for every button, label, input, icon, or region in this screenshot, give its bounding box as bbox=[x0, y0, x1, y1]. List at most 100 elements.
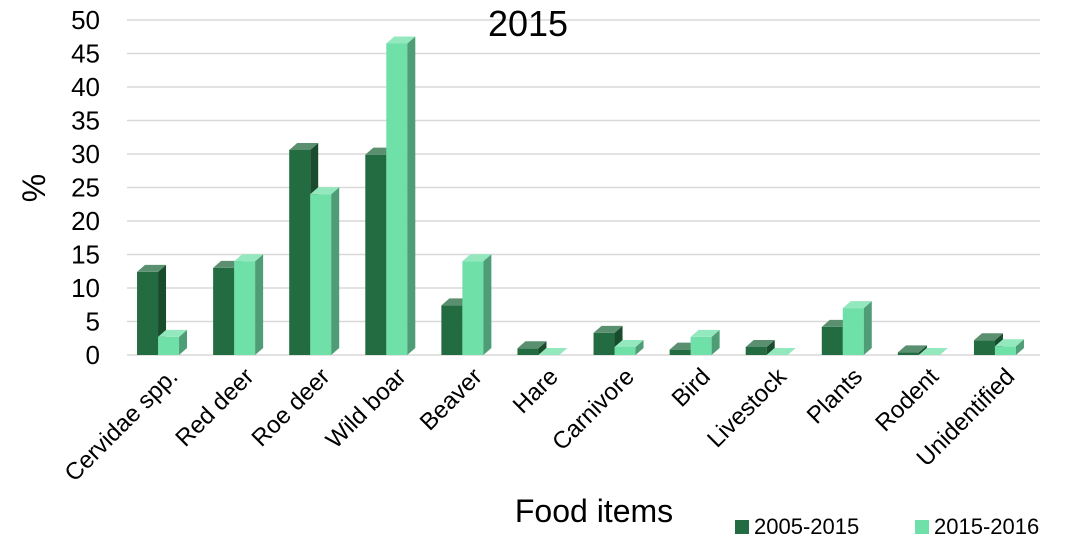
bar bbox=[386, 36, 416, 355]
x-tick-label: Cervidae spp. bbox=[59, 363, 183, 487]
bar-front bbox=[821, 326, 843, 355]
x-tick-label: Roe deer bbox=[247, 363, 336, 452]
y-tick-label: 10 bbox=[71, 273, 100, 303]
bar-front bbox=[213, 267, 235, 355]
bar-front bbox=[137, 271, 159, 355]
bar-front bbox=[158, 336, 180, 355]
bar-top bbox=[842, 301, 872, 309]
bar bbox=[137, 264, 167, 355]
x-tick-label: Plants bbox=[802, 363, 868, 429]
bar bbox=[234, 254, 264, 355]
bar-side bbox=[863, 301, 872, 355]
bar bbox=[766, 348, 796, 355]
bar-front bbox=[441, 305, 463, 355]
bar-front bbox=[745, 346, 767, 355]
bar-side bbox=[483, 254, 492, 355]
bar-front bbox=[365, 154, 387, 355]
bar bbox=[614, 339, 644, 355]
bar-top bbox=[614, 339, 644, 347]
legend-label: 2015-2016 bbox=[934, 514, 1039, 539]
bar-side bbox=[331, 187, 340, 355]
bar bbox=[842, 301, 872, 355]
bar bbox=[690, 329, 720, 355]
bar bbox=[517, 341, 547, 355]
y-tick-label: 35 bbox=[71, 106, 100, 136]
bar-side bbox=[766, 339, 775, 355]
y-tick-label: 5 bbox=[86, 307, 100, 337]
bar-front bbox=[897, 352, 919, 355]
bar bbox=[918, 348, 948, 355]
bar-top bbox=[593, 325, 623, 333]
bar-top bbox=[462, 254, 492, 262]
x-tick-label: Livestock bbox=[702, 362, 793, 453]
bar-top bbox=[766, 348, 796, 355]
bar-front bbox=[386, 43, 408, 355]
bar-front bbox=[234, 261, 256, 355]
bar-front bbox=[593, 332, 615, 355]
x-tick-label: Hare bbox=[508, 363, 564, 419]
bar-side bbox=[255, 254, 264, 355]
bar bbox=[994, 339, 1024, 355]
y-tick-label: 0 bbox=[86, 340, 100, 370]
bar-side bbox=[1015, 339, 1024, 355]
bar-top bbox=[897, 345, 927, 353]
legend-label: 2005-2015 bbox=[754, 514, 859, 539]
x-tick-label: Carnivore bbox=[547, 363, 640, 456]
y-tick-label: 15 bbox=[71, 240, 100, 270]
y-axis-label: % bbox=[16, 174, 52, 202]
bar-front bbox=[517, 348, 539, 355]
bar-side bbox=[538, 341, 547, 355]
bar bbox=[158, 329, 188, 355]
x-axis-label: Food items bbox=[515, 493, 673, 529]
bar-front bbox=[690, 336, 712, 355]
x-tick-label: Bird bbox=[667, 363, 716, 412]
bar-side bbox=[635, 339, 644, 355]
y-tick-label: 50 bbox=[71, 5, 100, 35]
bar-front bbox=[994, 346, 1016, 355]
x-tick-label: Wild boar bbox=[321, 363, 412, 454]
bar-top bbox=[538, 348, 568, 355]
bar-top bbox=[690, 329, 720, 337]
bar-front bbox=[310, 194, 332, 355]
bar-side bbox=[918, 345, 927, 355]
legend-swatch bbox=[735, 520, 749, 534]
bar-top bbox=[386, 36, 416, 44]
bar bbox=[538, 348, 568, 355]
bar-top bbox=[517, 341, 547, 349]
bar-top bbox=[137, 264, 167, 272]
bar bbox=[745, 339, 775, 355]
bar-side bbox=[407, 36, 416, 355]
bar-top bbox=[994, 339, 1024, 347]
bar bbox=[897, 345, 927, 355]
bar-front bbox=[973, 340, 995, 355]
legend-swatch bbox=[915, 520, 929, 534]
legend: 2005-2015 2015-2016 bbox=[735, 514, 1039, 539]
bar-side bbox=[179, 329, 188, 355]
bar-top bbox=[158, 329, 188, 337]
bar-top bbox=[918, 348, 948, 355]
bar-top bbox=[289, 142, 319, 150]
x-tick-label: Red deer bbox=[170, 363, 259, 452]
x-tick-label: Beaver bbox=[415, 363, 488, 436]
bar-front bbox=[614, 346, 636, 355]
y-tick-label: 40 bbox=[71, 72, 100, 102]
bar-side bbox=[711, 329, 720, 355]
bar-front bbox=[289, 149, 311, 355]
x-tick-label: Rodent bbox=[870, 363, 944, 437]
y-tick-label: 20 bbox=[71, 206, 100, 236]
chart-title: 2015 bbox=[488, 3, 568, 44]
bar-top bbox=[310, 187, 340, 195]
bar-top bbox=[973, 333, 1003, 341]
bar-top bbox=[234, 254, 264, 262]
y-tick-label: 45 bbox=[71, 39, 100, 69]
bars bbox=[137, 36, 1024, 355]
y-tick-label: 30 bbox=[71, 139, 100, 169]
bar bbox=[310, 187, 340, 355]
bar-front bbox=[842, 308, 864, 355]
bar-front bbox=[462, 261, 484, 355]
y-tick-label: 25 bbox=[71, 173, 100, 203]
bar-front bbox=[669, 349, 691, 355]
